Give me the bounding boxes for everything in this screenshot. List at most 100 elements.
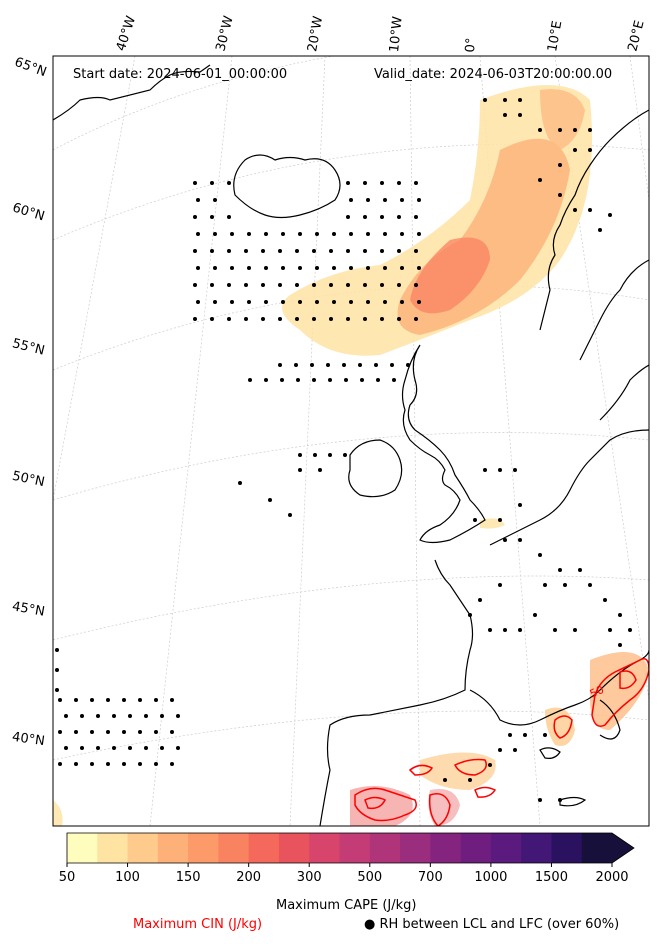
rh-dot: [154, 698, 158, 702]
rh-dot: [346, 181, 350, 185]
rh-dot: [227, 283, 231, 287]
colorbar-tick-label: 50: [58, 870, 76, 885]
rh-dot: [74, 698, 78, 702]
rh-dot: [128, 714, 132, 718]
rh-dot: [543, 583, 547, 587]
rh-dot: [112, 746, 116, 750]
colorbar: [66, 832, 635, 867]
rh-dot: [227, 249, 231, 253]
colorbar-tick-label: 500: [357, 870, 383, 885]
rh-dot: [227, 181, 231, 185]
cin-contour-label: 50: [588, 683, 606, 701]
rh-dot: [346, 215, 350, 219]
colorbar-swatch: [248, 833, 280, 863]
colorbar-swatch: [309, 833, 340, 863]
rh-dot: [210, 181, 214, 185]
start-date-text: Start date: 2024-06-01_00:00:00: [73, 67, 288, 82]
rh-dot: [261, 317, 265, 321]
colorbar-tick-label: 200: [236, 870, 262, 885]
rh-dot: [488, 763, 492, 767]
rh-dot: [608, 628, 612, 632]
rh-dot: [64, 714, 68, 718]
rh-dot: [210, 317, 214, 321]
rh-dot: [414, 181, 418, 185]
rh-dot: [332, 300, 336, 304]
rh-dot: [298, 232, 302, 236]
rh-dot: [196, 232, 200, 236]
rh-dot: [366, 300, 370, 304]
rh-dot: [329, 249, 333, 253]
rh-dot: [363, 215, 367, 219]
rh-dot: [310, 363, 314, 367]
rh-dot: [312, 283, 316, 287]
rh-dot: [90, 762, 94, 766]
rh-dot: [213, 266, 217, 270]
rh-dot: [417, 266, 421, 270]
rh-dot: [248, 378, 252, 382]
rh-dot: [498, 748, 502, 752]
rh-dot: [122, 698, 126, 702]
rh-dot: [518, 538, 522, 542]
rh-dot: [74, 762, 78, 766]
rh-dot: [414, 215, 418, 219]
colorbar-swatch: [521, 833, 552, 863]
colorbar-swatch: [430, 833, 462, 863]
rh-dot: [193, 249, 197, 253]
rh-dot: [488, 628, 492, 632]
rh-dot: [328, 453, 332, 457]
rh-dot: [349, 266, 353, 270]
rh-dot: [397, 283, 401, 287]
rh-dot: [281, 266, 285, 270]
colorbar-swatch: [369, 833, 401, 863]
rh-dot: [483, 468, 487, 472]
rh-dot: [278, 317, 282, 321]
colorbar-tick-label: 700: [417, 870, 443, 885]
rh-dot: [326, 363, 330, 367]
rh-dot: [503, 113, 507, 117]
rh-dot: [573, 208, 577, 212]
rh-dot: [55, 648, 59, 652]
rh-dot: [138, 730, 142, 734]
rh-dot: [383, 266, 387, 270]
rh-dot: [210, 249, 214, 253]
rh-dot: [498, 468, 502, 472]
rh-dot: [318, 468, 322, 472]
rh-dot: [468, 613, 472, 617]
rh-dot: [312, 249, 316, 253]
rh-dot: [498, 583, 502, 587]
rh-dot: [96, 714, 100, 718]
colorbar-tick-label: 2000: [595, 870, 629, 885]
rh-dot: [96, 746, 100, 750]
rh-dot: [397, 317, 401, 321]
rh-dot: [176, 714, 180, 718]
rh-dot: [558, 193, 562, 197]
rh-dot: [138, 762, 142, 766]
rh-dot: [170, 730, 174, 734]
rh-dot: [193, 215, 197, 219]
rh-dot: [278, 283, 282, 287]
rh-dot: [298, 266, 302, 270]
rh-dot: [278, 363, 282, 367]
rh-dot: [366, 266, 370, 270]
rh-dot: [513, 748, 517, 752]
rh-dot: [295, 283, 299, 287]
rh-dot: [374, 363, 378, 367]
rh-dot: [106, 730, 110, 734]
rh-dot: [346, 249, 350, 253]
rh-dot: [227, 317, 231, 321]
rh-dot: [298, 468, 302, 472]
colorbar-swatch: [67, 833, 98, 863]
colorbar-label: Maximum CAPE (J/kg): [276, 898, 417, 913]
colorbar-swatch: [551, 833, 583, 863]
rh-dot: [360, 378, 364, 382]
colorbar-tick-label: 150: [175, 870, 201, 885]
rh-dot: [193, 317, 197, 321]
rh-dot: [383, 198, 387, 202]
rh-dot: [244, 283, 248, 287]
rh-dot: [74, 730, 78, 734]
rh-dot: [518, 113, 522, 117]
rh-dot: [628, 628, 632, 632]
rh-dot: [366, 198, 370, 202]
rh-dot: [247, 300, 251, 304]
